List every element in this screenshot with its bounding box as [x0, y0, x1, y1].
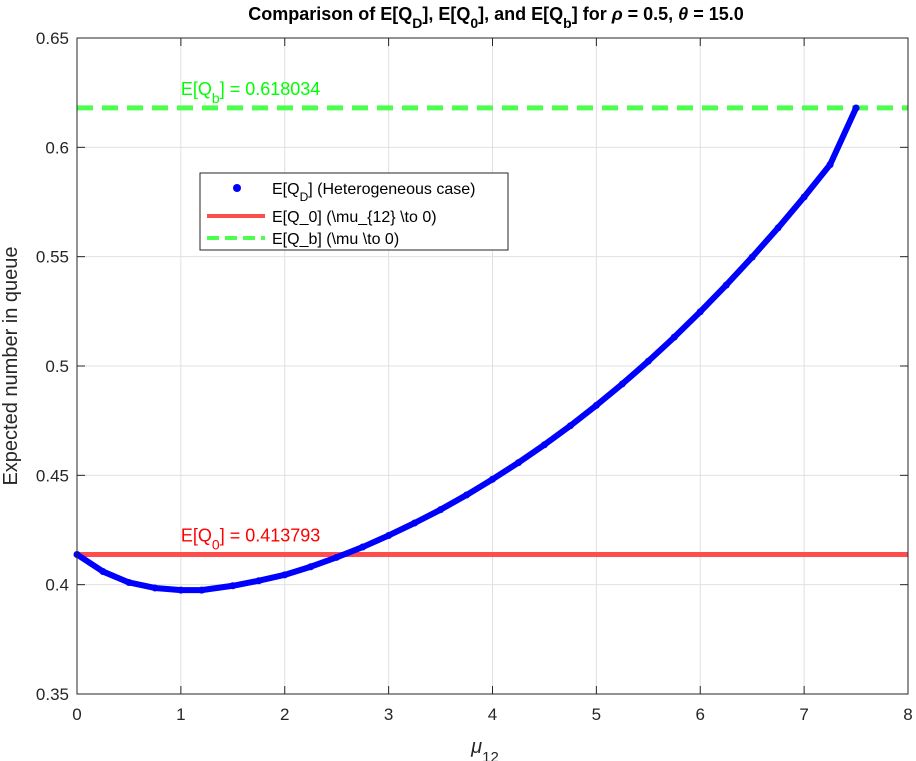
data-point [670, 333, 678, 341]
y-tick-label: 0.35 [36, 685, 69, 704]
data-point [177, 586, 185, 594]
data-point [644, 357, 652, 365]
data-point [489, 475, 496, 483]
x-tick-label: 5 [592, 705, 601, 724]
y-tick-label: 0.55 [36, 248, 69, 267]
data-point [826, 161, 834, 169]
data-point [852, 104, 860, 112]
y-tick-label: 0.65 [36, 29, 69, 48]
x-tick-label: 6 [696, 705, 705, 724]
x-tick-label: 3 [384, 705, 393, 724]
data-point [385, 531, 393, 539]
data-point [722, 281, 730, 289]
legend-label-heterogeneous: E[QD] (Heterogeneous case) [272, 181, 475, 204]
x-tick-label: 7 [799, 705, 808, 724]
data-point [566, 422, 574, 430]
y-tick-label: 0.6 [45, 138, 69, 157]
annotations: E[Q0] = 0.413793 E[Qb] = 0.618034 [181, 79, 320, 553]
legend: E[QD] (Heterogeneous case) E[Q_0] (\mu_{… [199, 172, 509, 251]
annotation-label-0: E[Q0] = 0.413793 [181, 526, 320, 553]
data-point [125, 578, 133, 586]
data-point [592, 401, 600, 409]
y-axis-label: Expected number in queue [0, 246, 22, 485]
data-point [618, 380, 626, 388]
data-point [800, 193, 808, 201]
data-point [696, 308, 704, 316]
x-tick-label: 8 [903, 705, 912, 724]
data-point [359, 543, 367, 551]
data-point [437, 506, 445, 514]
series-markers [73, 104, 860, 594]
x-tick-label: 1 [176, 705, 185, 724]
series-lines [77, 105, 908, 558]
y-tick-label: 0.4 [45, 576, 69, 595]
plot-area: 0 1 2 3 4 5 6 7 8 0.35 0.4 0.45 0.5 0.55 0.6 0.65 E[Q0… [36, 29, 913, 724]
data-point [229, 582, 237, 590]
x-tick-label: 2 [280, 705, 289, 724]
data-point [198, 586, 206, 594]
data-point [255, 577, 263, 585]
annotation-label-1: E[Qb] = 0.618034 [181, 79, 320, 106]
data-point [333, 553, 341, 561]
y-tick-label: 0.45 [36, 466, 69, 485]
data-point [411, 519, 419, 527]
x-tick-label: 4 [488, 705, 497, 724]
legend-label-eqb: E[Q_b] (\mu \to 0) [272, 231, 399, 248]
data-point [463, 491, 471, 499]
chart-title: Comparison of E[QD], E[Q0], and E[Qb] fo… [248, 4, 744, 31]
data-point [307, 563, 315, 571]
data-point [748, 253, 756, 261]
data-point [514, 459, 522, 467]
x-axis-label: μ12 [470, 736, 499, 761]
legend-marker-heterogeneous [233, 184, 241, 192]
y-axis-ticks: 0.35 0.4 0.45 0.5 0.55 0.6 0.65 [36, 29, 908, 704]
legend-label-eq0: E[Q_0] (\mu_{12} \to 0) [272, 209, 437, 226]
data-point [151, 584, 159, 592]
data-point [540, 441, 548, 449]
x-tick-label: 0 [72, 705, 81, 724]
x-axis-ticks: 0 1 2 3 4 5 6 7 8 [72, 38, 913, 724]
data-point [774, 224, 782, 232]
data-point [281, 571, 289, 579]
data-point [99, 568, 107, 576]
y-tick-label: 0.5 [45, 357, 69, 376]
